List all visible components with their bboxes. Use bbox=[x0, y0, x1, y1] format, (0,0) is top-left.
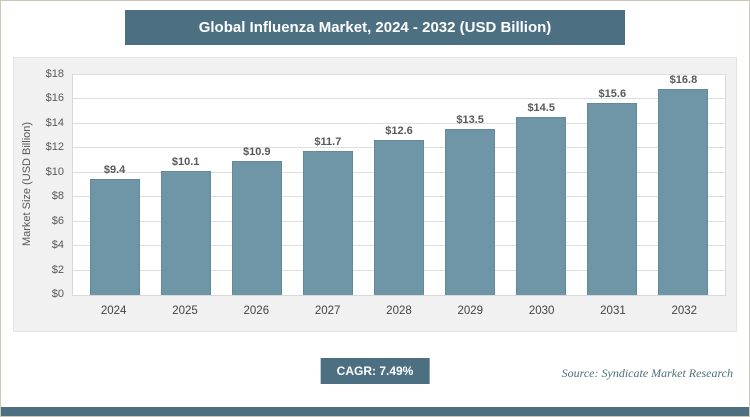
plot-row: $0 $2 $4 $6 $8 $10 $12 $14 $16 $18 $9.4 $10.1 $10.9… bbox=[14, 68, 726, 300]
x-axis-tick-label: 2030 bbox=[528, 305, 555, 317]
bar-slot: $11.7 bbox=[292, 75, 363, 295]
x-axis-tick-label: 2028 bbox=[386, 305, 412, 317]
gridline bbox=[73, 122, 725, 124]
y-axis-tick-label: $16 bbox=[45, 92, 64, 105]
bar-value-label: $12.6 bbox=[385, 125, 413, 137]
bar bbox=[516, 116, 567, 295]
y-axis-tick-label: $12 bbox=[45, 141, 64, 154]
bar bbox=[302, 151, 353, 295]
x-axis-tick-label: 2027 bbox=[314, 305, 341, 317]
gridline bbox=[73, 74, 725, 75]
bar-value-label: $15.6 bbox=[598, 88, 627, 101]
bar bbox=[445, 129, 496, 295]
x-axis-tick-label: 2026 bbox=[243, 305, 270, 317]
y-axis-tick-label: $14 bbox=[45, 116, 64, 129]
y-axis-gutter: $0 $2 $4 $6 $8 $10 $12 $14 $16 $18 bbox=[14, 68, 72, 300]
y-axis-tick-label: $4 bbox=[51, 239, 64, 252]
bar-slot: $12.6 bbox=[363, 75, 434, 295]
bar-slot: $10.9 bbox=[221, 75, 292, 295]
bar bbox=[658, 88, 709, 295]
bar-slot: $16.8 bbox=[648, 73, 719, 295]
x-axis-labels: 2024 2025 2026 2027 2028 2029 2030 2031 2032 bbox=[72, 296, 726, 327]
chart-footer: CAGR: 7.49% Source: Syndicate Market Res… bbox=[1, 358, 749, 388]
bar-value-label: $10.1 bbox=[171, 155, 200, 168]
bar-value-label: $10.9 bbox=[243, 145, 271, 158]
bar bbox=[160, 170, 211, 295]
x-axis-tick-label: 2029 bbox=[457, 305, 484, 317]
bottom-strip bbox=[1, 407, 749, 416]
y-axis-tick-label: $6 bbox=[51, 214, 64, 227]
bar-slot: $10.1 bbox=[150, 75, 221, 295]
x-axis-tick-label: 2032 bbox=[671, 305, 698, 317]
source-text: Source: Syndicate Market Research bbox=[561, 366, 733, 380]
plot-area: $9.4 $10.1 $10.9 $11.7 $12.6 $13.5 $14.5 $15.6 $… bbox=[72, 74, 726, 296]
bar-slot: $9.4 bbox=[79, 75, 150, 295]
y-axis-tick-label: $10 bbox=[45, 165, 64, 178]
bar-series: $9.4 $10.1 $10.9 $11.7 $12.6 $13.5 $14.5 $15.6 $… bbox=[73, 73, 725, 295]
bar-value-label: $14.5 bbox=[527, 101, 555, 114]
chart-area: Market Size (USD Billion) $0 $2 $4 $6 $8 $10 $… bbox=[13, 57, 737, 332]
bar-value-label: $13.5 bbox=[456, 114, 484, 126]
bar-slot: $15.6 bbox=[577, 75, 648, 295]
chart-title: Global Influenza Market, 2024 - 2032 (US… bbox=[125, 10, 625, 45]
bar-slot: $14.5 bbox=[506, 75, 577, 295]
bar-value-label: $16.8 bbox=[669, 73, 698, 86]
bar bbox=[231, 160, 282, 295]
x-axis-tick-label: 2031 bbox=[600, 305, 626, 317]
y-axis-tick-label: $2 bbox=[51, 263, 64, 276]
bar-slot: $13.5 bbox=[435, 75, 506, 295]
x-axis-tick-label: 2024 bbox=[100, 305, 127, 317]
bar bbox=[373, 140, 424, 295]
y-axis-tick-label: $18 bbox=[45, 68, 64, 80]
bar-value-label: $11.7 bbox=[314, 136, 342, 148]
y-axis-tick-label: $0 bbox=[51, 288, 64, 300]
x-axis-tick-label: 2025 bbox=[172, 305, 198, 317]
gridline bbox=[73, 98, 725, 100]
bar-value-label: $9.4 bbox=[103, 164, 126, 177]
y-axis-tick-label: $8 bbox=[51, 190, 64, 203]
y-axis-ticks: $0 $2 $4 $6 $8 $10 $12 $14 $16 $18 bbox=[28, 68, 64, 300]
cagr-badge: CAGR: 7.49% bbox=[320, 358, 430, 384]
bar bbox=[89, 179, 140, 295]
bar bbox=[587, 103, 638, 295]
